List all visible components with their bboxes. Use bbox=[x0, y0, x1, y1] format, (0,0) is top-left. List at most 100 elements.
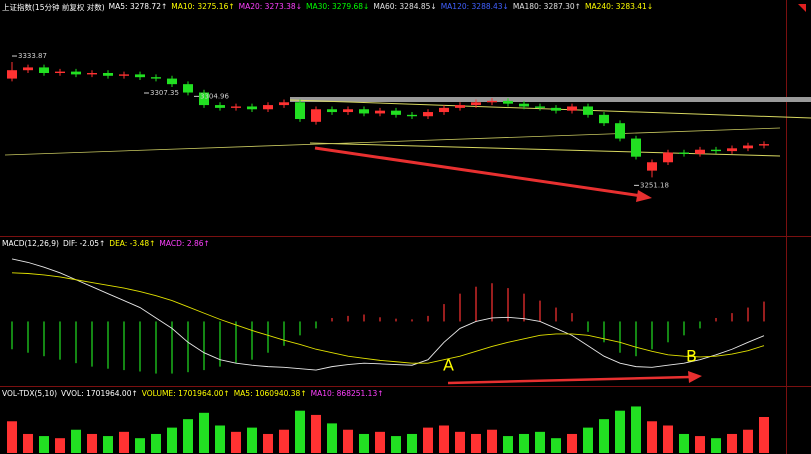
volume-bar bbox=[119, 431, 129, 453]
panel-header: MACD(12,26,9) DIF: -2.05↑ DEA: -3.48↑ MACD:… bbox=[2, 239, 210, 248]
header-item: MA10: 3275.16↑ bbox=[171, 2, 235, 11]
volume-bar bbox=[439, 425, 449, 453]
candle-body bbox=[663, 152, 673, 163]
volume-bar bbox=[743, 429, 753, 453]
candle-body bbox=[503, 100, 513, 104]
volume-bar bbox=[55, 438, 65, 453]
volume-bar bbox=[407, 433, 417, 453]
candle-body bbox=[135, 74, 145, 78]
arrow-head bbox=[688, 371, 702, 383]
candle-body bbox=[615, 123, 625, 139]
volume-bar bbox=[711, 438, 721, 453]
candle-body bbox=[583, 106, 593, 115]
candle-body bbox=[183, 84, 193, 93]
volume-bar bbox=[359, 433, 369, 453]
candle-body bbox=[23, 67, 33, 71]
volume-bar bbox=[71, 429, 81, 453]
volume-bar bbox=[551, 438, 561, 453]
ma-line bbox=[4, 127, 781, 156]
header-item: MACD: 2.86↑ bbox=[159, 239, 210, 248]
candle-body bbox=[711, 149, 721, 152]
candle-body bbox=[567, 106, 577, 111]
candle-body bbox=[631, 138, 641, 157]
candle-body bbox=[39, 67, 49, 73]
volume-bar bbox=[423, 427, 433, 453]
candle-body bbox=[375, 110, 385, 114]
volume-bar bbox=[759, 416, 769, 453]
candle-body bbox=[743, 145, 753, 149]
candle-body bbox=[279, 102, 289, 106]
candle-body bbox=[487, 100, 497, 103]
volume-bar bbox=[583, 427, 593, 453]
trend-arrow bbox=[314, 146, 643, 198]
volume-bar bbox=[231, 431, 241, 453]
header-item: VOLUME: 1701964.00↑ bbox=[141, 389, 230, 398]
candle-body bbox=[519, 103, 529, 107]
candle-body bbox=[87, 73, 97, 75]
volume-bar bbox=[311, 414, 321, 453]
header-item: MACD(12,26,9) bbox=[2, 239, 59, 248]
point-label: B bbox=[686, 347, 697, 366]
volume-bar bbox=[215, 425, 225, 453]
candle-body bbox=[359, 109, 369, 114]
volume-bar bbox=[391, 436, 401, 453]
header-item: DIF: -2.05↑ bbox=[62, 239, 106, 248]
candle-body bbox=[759, 144, 769, 146]
volume-bar bbox=[87, 433, 97, 453]
volume-bar bbox=[263, 433, 273, 453]
volume-bar bbox=[103, 436, 113, 453]
candle-body bbox=[231, 106, 241, 108]
resistance-band bbox=[290, 97, 811, 102]
header-item: MA20: 3273.38↓ bbox=[238, 2, 302, 11]
header-item: MA10: 868251.13↑ bbox=[310, 389, 384, 398]
volume-bar bbox=[455, 431, 465, 453]
volume-bar bbox=[135, 438, 145, 453]
candle-body bbox=[599, 114, 609, 124]
volume-bar bbox=[167, 427, 177, 453]
candle-body bbox=[103, 73, 113, 76]
volume-bar bbox=[727, 433, 737, 453]
header-item: MA60: 3284.85↓ bbox=[373, 2, 437, 11]
volume-bar bbox=[295, 410, 305, 453]
price-annotation: 3304.96 bbox=[200, 92, 229, 100]
candle-body bbox=[199, 92, 209, 106]
volume-bar bbox=[471, 433, 481, 453]
dif-line bbox=[11, 258, 765, 371]
candle-body bbox=[327, 109, 337, 113]
volume-bar bbox=[343, 429, 353, 453]
volume-bar bbox=[503, 436, 513, 453]
price-annotation: 3251.18 bbox=[640, 181, 669, 189]
header-item: 上证指数(15分钟 前复权 对数) bbox=[2, 3, 105, 12]
price-annotation: 3307.35 bbox=[150, 89, 179, 97]
volume-bar bbox=[327, 423, 337, 453]
candle-body bbox=[71, 71, 81, 75]
corner-icon bbox=[798, 4, 806, 12]
trend-line bbox=[289, 99, 811, 119]
candle-body bbox=[695, 149, 705, 154]
volume-bar bbox=[375, 431, 385, 453]
panel-header: 上证指数(15分钟 前复权 对数) MA5: 3278.72↑ MA10: 3275… bbox=[2, 2, 653, 13]
volume-bar bbox=[183, 419, 193, 453]
header-item: VVOL: 1701964.00↑ bbox=[61, 389, 138, 398]
candle-body bbox=[247, 106, 257, 110]
volume-bar bbox=[631, 406, 641, 453]
volume-bar bbox=[535, 431, 545, 453]
candle-body bbox=[647, 162, 657, 171]
header-item: MA180: 3287.30↑ bbox=[512, 2, 581, 11]
volume-bar bbox=[247, 427, 257, 453]
volume-bar bbox=[679, 433, 689, 453]
volume-bar bbox=[615, 410, 625, 453]
candle-body bbox=[679, 152, 689, 154]
volume-bar bbox=[519, 433, 529, 453]
volume-bar bbox=[39, 436, 49, 453]
header-item: MA30: 3279.68↓ bbox=[305, 2, 370, 11]
header-item: MA5: 1060940.38↑ bbox=[233, 389, 307, 398]
candle-body bbox=[471, 102, 481, 106]
dea-line bbox=[11, 272, 765, 364]
volume-bar bbox=[23, 433, 33, 453]
candle-body bbox=[263, 105, 273, 110]
candle-body bbox=[343, 109, 353, 113]
